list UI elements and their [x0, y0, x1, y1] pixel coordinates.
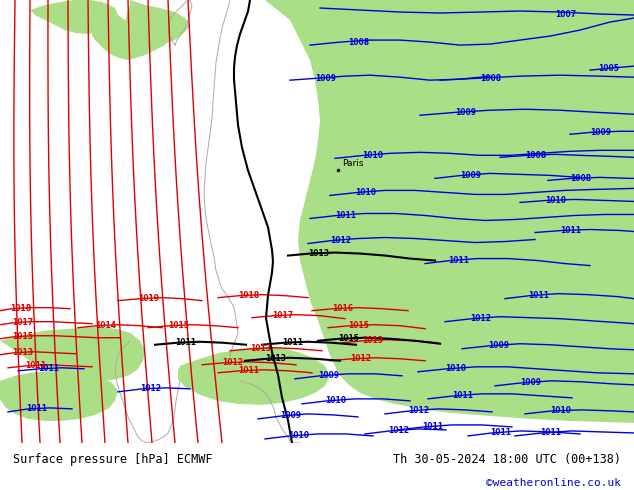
Polygon shape	[265, 0, 634, 423]
Text: ©weatheronline.co.uk: ©weatheronline.co.uk	[486, 478, 621, 488]
Text: 1012: 1012	[140, 384, 161, 393]
Text: 1009: 1009	[318, 371, 339, 380]
Text: 1010: 1010	[355, 188, 376, 197]
Text: 1007: 1007	[555, 9, 576, 19]
Text: 1013: 1013	[12, 348, 33, 357]
Text: 1010: 1010	[545, 196, 566, 205]
Text: 1012: 1012	[330, 236, 351, 245]
Text: 1016: 1016	[332, 304, 353, 313]
Text: 1011: 1011	[282, 338, 303, 347]
Text: 1009: 1009	[280, 412, 301, 420]
Text: 1012: 1012	[470, 314, 491, 323]
Text: 1011: 1011	[238, 367, 259, 375]
Text: 1017: 1017	[272, 311, 293, 320]
Text: 1012: 1012	[350, 354, 371, 363]
Text: Th 30-05-2024 18:00 UTC (00+138): Th 30-05-2024 18:00 UTC (00+138)	[393, 453, 621, 466]
Text: 1015: 1015	[168, 321, 189, 330]
Text: 1017: 1017	[12, 318, 33, 327]
Text: 1011: 1011	[25, 361, 46, 370]
Text: 1009: 1009	[590, 128, 611, 137]
Polygon shape	[0, 327, 145, 381]
Text: Surface pressure [hPa] ECMWF: Surface pressure [hPa] ECMWF	[13, 453, 212, 466]
Text: 1011: 1011	[540, 428, 561, 438]
Text: 1008: 1008	[570, 174, 591, 183]
Polygon shape	[92, 0, 170, 60]
Text: 1010: 1010	[288, 431, 309, 441]
Polygon shape	[30, 0, 118, 34]
Text: 1009: 1009	[488, 341, 509, 350]
Text: 1013: 1013	[308, 249, 329, 258]
Text: 1011: 1011	[26, 404, 47, 414]
Text: 1014: 1014	[95, 321, 116, 330]
Text: 1011: 1011	[452, 392, 473, 400]
Text: 1011: 1011	[490, 428, 511, 438]
Text: 1009: 1009	[315, 74, 336, 83]
Text: 1013: 1013	[362, 336, 383, 345]
Polygon shape	[178, 347, 330, 405]
Text: 1009: 1009	[460, 171, 481, 180]
Text: 1010: 1010	[362, 151, 383, 160]
Text: 1015: 1015	[348, 321, 369, 330]
Text: 1008: 1008	[525, 151, 546, 160]
Text: 1011: 1011	[560, 226, 581, 235]
Text: 1005: 1005	[598, 64, 619, 73]
Text: 1011: 1011	[448, 256, 469, 265]
Text: 1011: 1011	[175, 338, 196, 347]
Text: 1018: 1018	[238, 291, 259, 300]
Text: 1010: 1010	[550, 406, 571, 416]
Text: 1010: 1010	[325, 396, 346, 405]
Text: 1012: 1012	[408, 406, 429, 416]
Polygon shape	[125, 0, 190, 47]
Text: 1019: 1019	[138, 294, 159, 303]
Text: 1010: 1010	[445, 364, 466, 373]
Text: 1008: 1008	[480, 74, 501, 83]
Text: 1015: 1015	[338, 334, 359, 343]
Text: Paris: Paris	[342, 159, 363, 169]
Text: 1018: 1018	[10, 304, 31, 313]
Text: 1009: 1009	[520, 378, 541, 387]
Text: 1008: 1008	[348, 38, 369, 47]
Text: 1011: 1011	[335, 211, 356, 220]
Text: 1012: 1012	[388, 426, 409, 436]
Text: 1013: 1013	[250, 344, 271, 353]
Polygon shape	[0, 371, 118, 421]
Text: 1015: 1015	[12, 332, 33, 341]
Text: 1013: 1013	[265, 354, 286, 363]
Text: 1011: 1011	[38, 364, 59, 373]
Text: 1012: 1012	[222, 358, 243, 368]
Text: 1011: 1011	[528, 291, 549, 300]
Text: 1009: 1009	[455, 108, 476, 117]
Text: 1011: 1011	[422, 422, 443, 431]
